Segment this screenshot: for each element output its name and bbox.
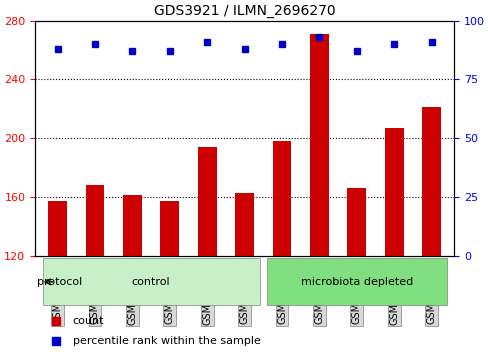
Text: protocol: protocol [37, 277, 82, 287]
Text: control: control [132, 277, 170, 287]
Bar [309, 34, 328, 354]
Bar [48, 201, 67, 354]
Bar [347, 188, 366, 354]
Bar [198, 147, 216, 354]
Bar [384, 128, 403, 354]
Text: percentile rank within the sample: percentile rank within the sample [73, 336, 260, 347]
Bar [272, 141, 291, 354]
Text: microbiota depleted: microbiota depleted [300, 277, 412, 287]
FancyBboxPatch shape [42, 258, 259, 306]
Bar [160, 201, 179, 354]
Bar [85, 185, 104, 354]
FancyBboxPatch shape [266, 258, 446, 306]
Title: GDS3921 / ILMN_2696270: GDS3921 / ILMN_2696270 [154, 4, 335, 18]
Text: count: count [73, 315, 104, 326]
Bar [235, 193, 253, 354]
Bar [422, 107, 440, 354]
Bar [123, 195, 142, 354]
